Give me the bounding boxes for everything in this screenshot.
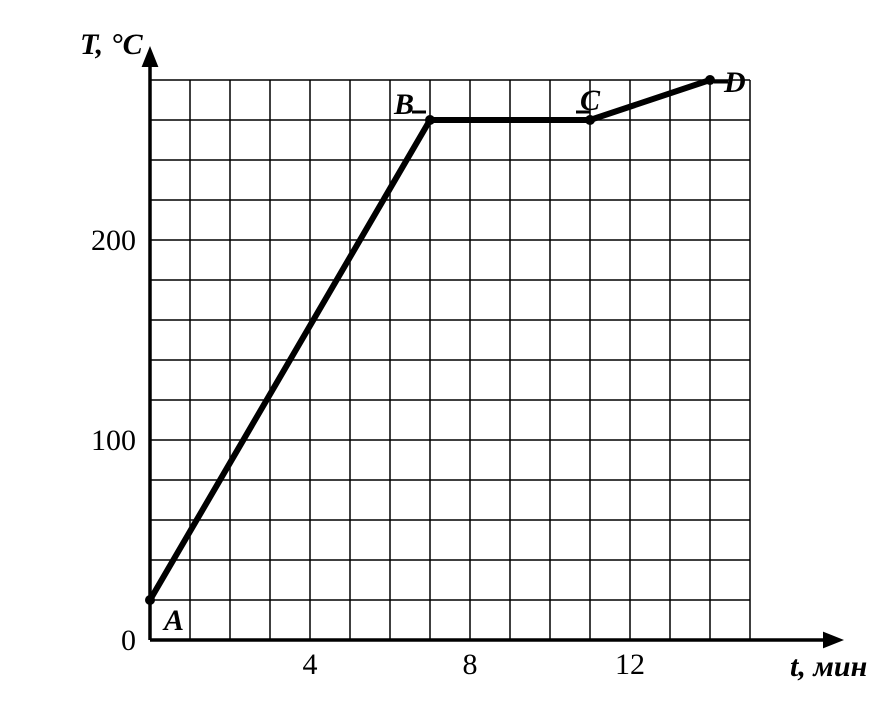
axes — [142, 46, 844, 648]
x-axis-label: t, мин — [790, 650, 867, 683]
x-tick-8: 8 — [463, 648, 478, 681]
heating-curve-chart: 0 100 200 4 8 12 T, °C t, мин A B C D — [0, 0, 870, 718]
y-tick-0: 0 — [121, 624, 136, 657]
y-tick-100: 100 — [91, 424, 136, 457]
x-tick-4: 4 — [303, 648, 318, 681]
point-label-C: C — [580, 84, 601, 117]
y-axis-label: T, °C — [80, 28, 144, 61]
point-label-B: B — [393, 88, 414, 121]
x-tick-12: 12 — [615, 648, 645, 681]
grid-lines — [150, 80, 750, 640]
y-tick-200: 200 — [91, 224, 136, 257]
point-labels: A B C D — [162, 66, 746, 637]
point-label-D: D — [723, 66, 746, 99]
point-label-A: A — [162, 604, 184, 637]
